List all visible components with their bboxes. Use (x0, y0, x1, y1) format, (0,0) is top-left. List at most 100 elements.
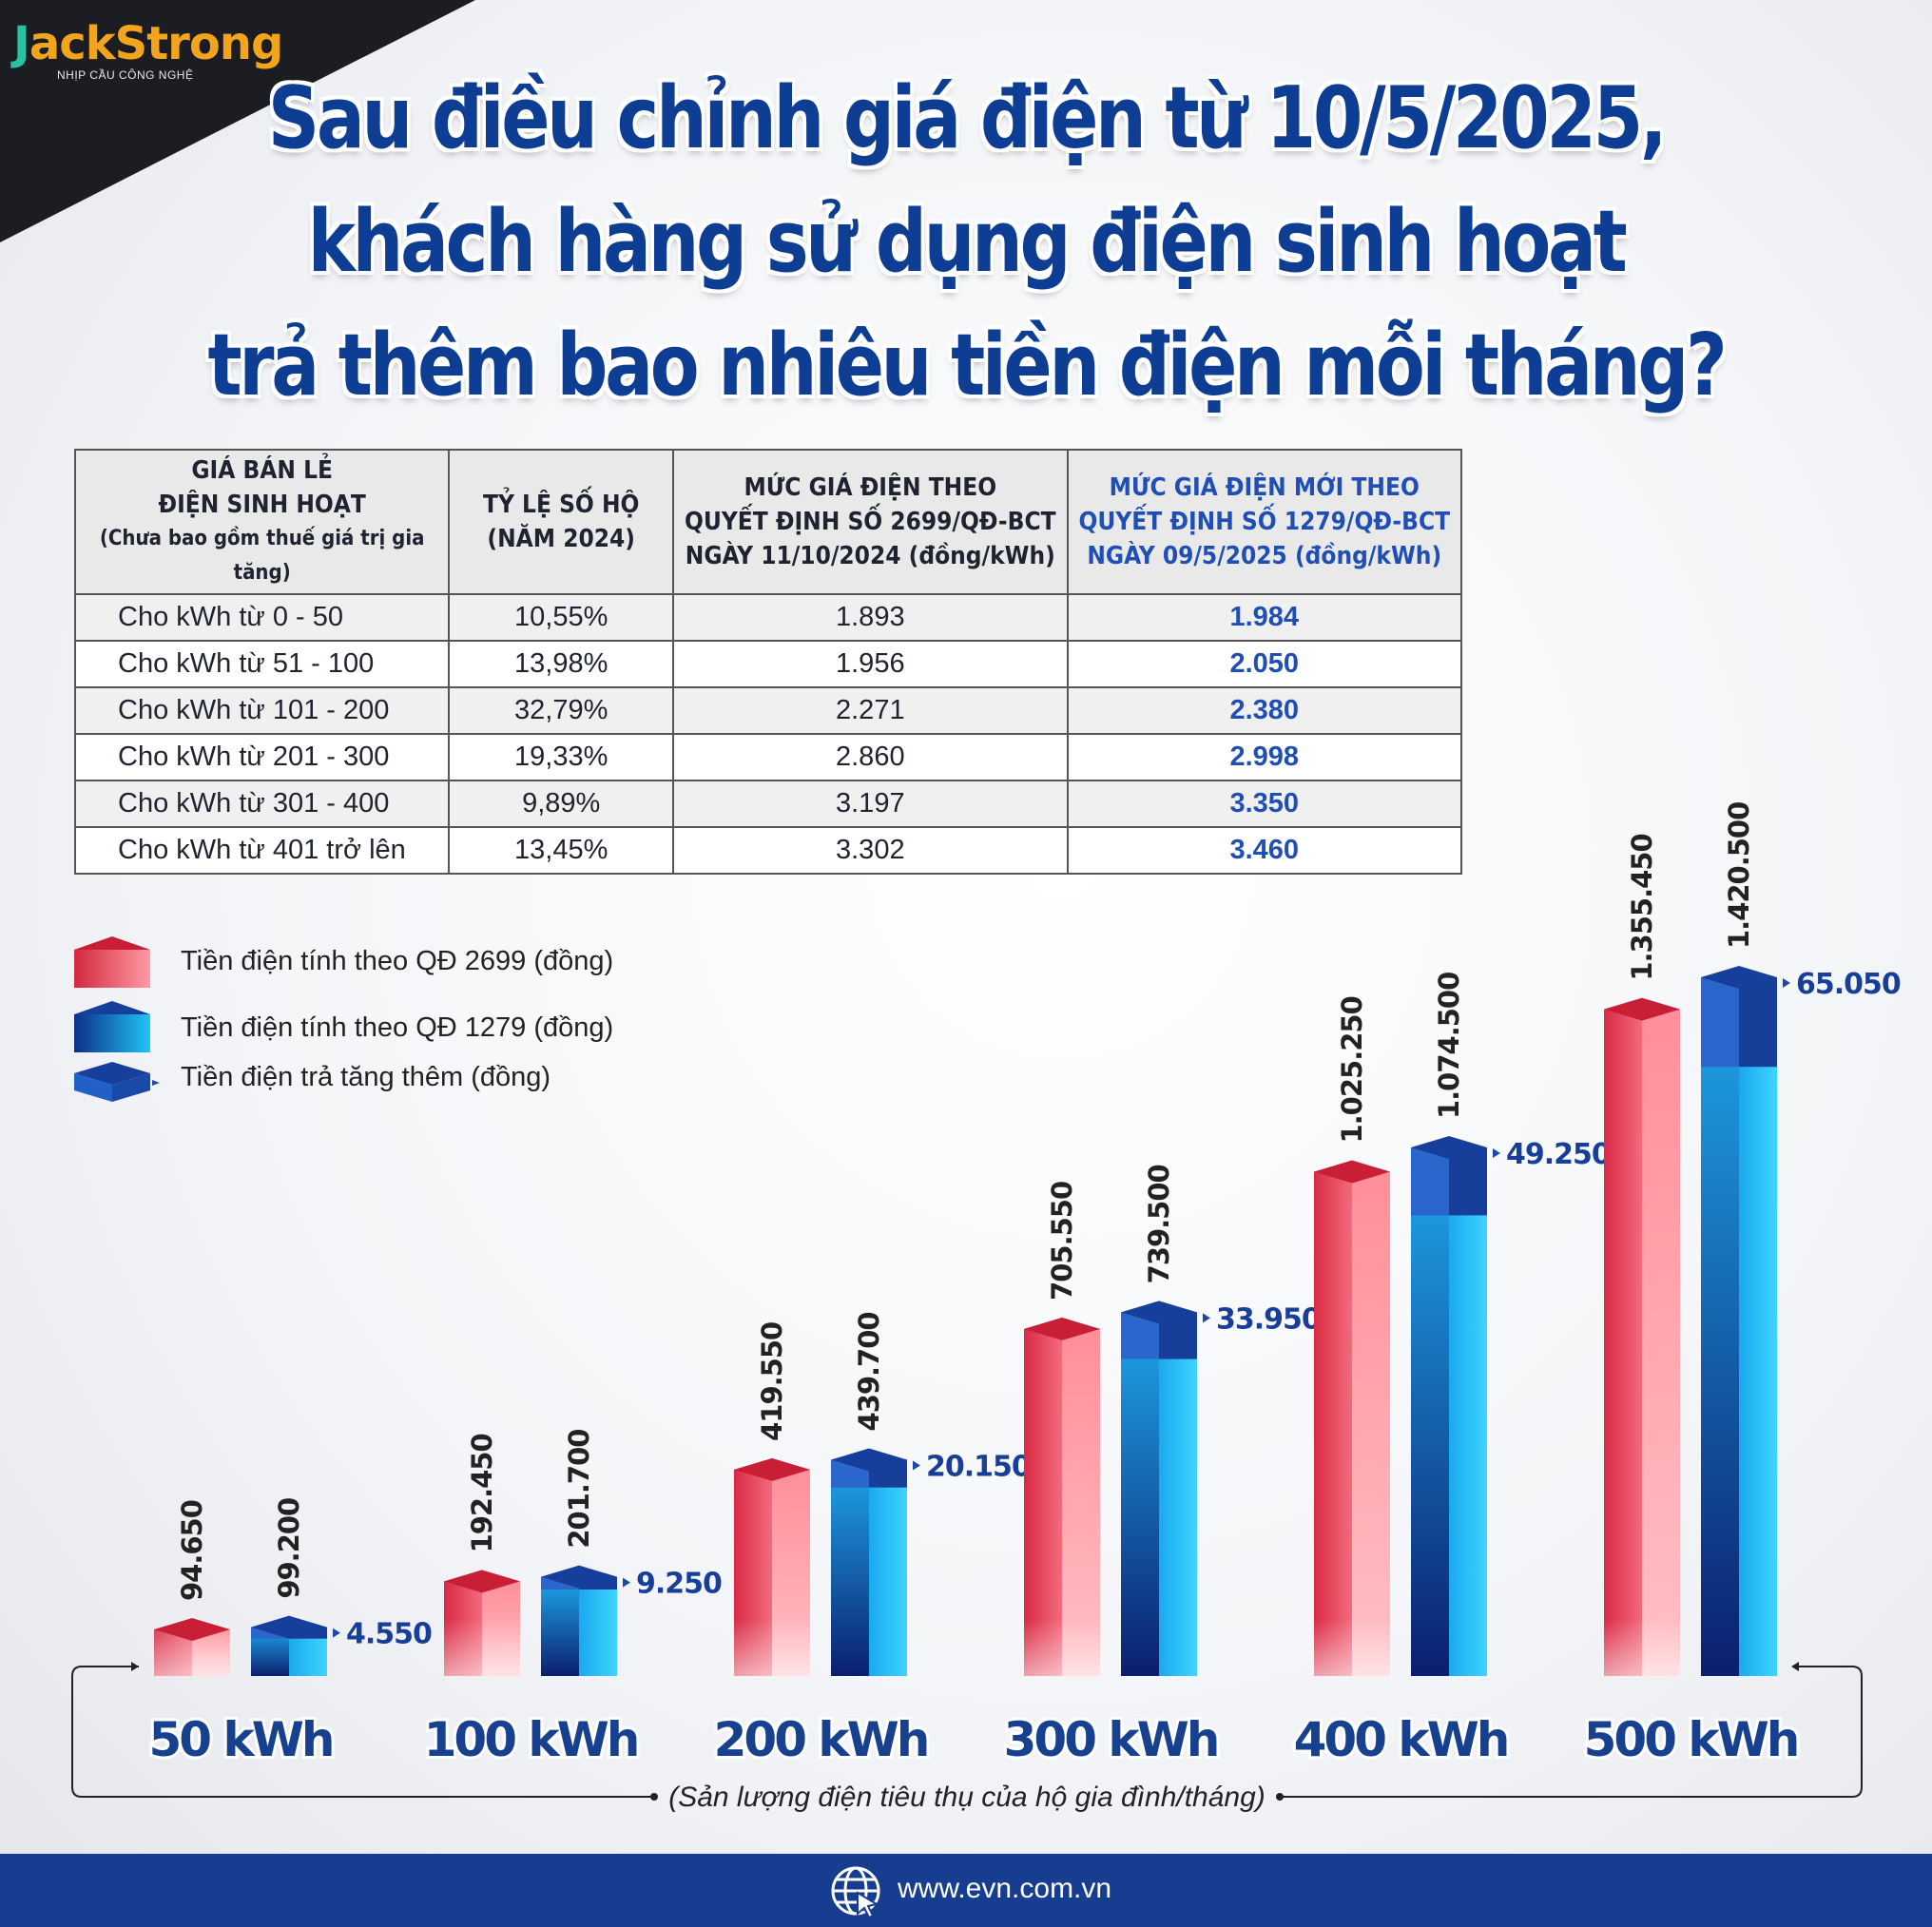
header-new-price: MỨC GIÁ ĐIỆN MỚI THEO QUYẾT ĐỊNH SỐ 1279… (1066, 449, 1463, 595)
bar-chart: 4.550 94.650 99.200 50 kWh 9.250 192.450 201.7… (71, 802, 1902, 1813)
logo-tagline: NHỊP CẦU CÔNG NGHỆ (57, 68, 194, 82)
value-label-new: 99.200 (273, 1498, 305, 1599)
bar-new (1121, 1312, 1197, 1676)
header-tier: GIÁ BÁN LẺ ĐIỆN SINH HOẠT (Chưa bao gồm … (73, 449, 451, 595)
bar-old (734, 1457, 810, 1676)
header-new-line-2: QUYẾT ĐỊNH SỐ 1279/QĐ-BCT (1078, 508, 1451, 536)
bar-new-front (1411, 1147, 1449, 1676)
value-label-new: 1.420.500 (1723, 802, 1755, 949)
table-row: Cho kWh từ 51 - 100 13,98% 1.956 2.050 (73, 640, 1463, 688)
price-table: GIÁ BÁN LẺ ĐIỆN SINH HOẠT (Chưa bao gồm … (73, 449, 1463, 875)
value-label-old: 192.450 (466, 1434, 498, 1552)
bar-old-top (1024, 1317, 1100, 1340)
legend-label-increase: Tiền điện trả tăng thêm (đồng) (181, 1062, 551, 1092)
value-label-old: 1.025.250 (1336, 996, 1368, 1143)
bar-group-500-kwh: 65.050 1.355.450 1.420.500 500 kWh (1581, 802, 1902, 1770)
cell-new-price: 2.998 (1066, 733, 1463, 781)
footer-url: www.evn.com.vn (898, 1873, 1112, 1904)
bar-increase (1121, 1301, 1197, 1359)
value-label-old: 94.650 (176, 1500, 208, 1601)
title-line-3: trả thêm bao nhiêu tiền điện mỗi tháng? (207, 316, 1727, 415)
bracket-right-dot (1276, 1793, 1284, 1801)
x-tick-label: 50 kWh (149, 1712, 333, 1767)
bar-old-fade (444, 1619, 520, 1676)
cell-old-price: 2.860 (672, 733, 1069, 781)
increase-label: 65.050 (1796, 968, 1901, 1001)
cell-new-price: 1.984 (1066, 593, 1463, 642)
increase-pointer-icon (913, 1460, 920, 1471)
legend-swatch-new (74, 1001, 150, 1052)
x-axis-label: (Sản lượng điện tiêu thụ của hộ gia đình… (668, 1782, 1265, 1813)
bracket-left-dot (650, 1793, 658, 1801)
bracket-left-arrow (131, 1662, 139, 1671)
cell-share: 19,33% (448, 733, 675, 781)
bar-new (831, 1459, 907, 1676)
bar-old-top (1314, 1160, 1390, 1184)
cell-old-price: 3.197 (672, 780, 1069, 828)
increase-label: 49.250 (1506, 1138, 1611, 1171)
bar-old (154, 1618, 230, 1676)
cell-tier: Cho kWh từ 51 - 100 (73, 640, 451, 688)
legend-swatch-increase (74, 1062, 160, 1102)
increase-pointer-icon (1493, 1148, 1500, 1159)
logo-mark: J (13, 17, 30, 70)
cell-old-price: 3.302 (672, 826, 1069, 875)
bar-increase (1701, 966, 1777, 1068)
bar-old (1604, 997, 1680, 1676)
table-row: Cho kWh từ 301 - 400 9,89% 3.197 3.350 (73, 780, 1463, 828)
bar-new-side (1739, 977, 1777, 1676)
bar-increase-top (541, 1565, 617, 1589)
x-tick-label: 200 kWh (714, 1712, 928, 1767)
bar-increase-top (1701, 966, 1777, 989)
bar-old-front (1604, 1009, 1642, 1676)
increase-label: 20.150 (926, 1450, 1031, 1483)
bar-new-side (1449, 1147, 1487, 1676)
cell-share: 10,55% (448, 593, 675, 642)
bar-old-front (1314, 1171, 1352, 1676)
cell-tier: Cho kWh từ 401 trở lên (73, 826, 451, 875)
bar-increase-side (1449, 1147, 1487, 1216)
cell-new-price: 2.380 (1066, 686, 1463, 735)
cell-new-price: 3.350 (1066, 780, 1463, 828)
bar-increase-front (1701, 977, 1739, 1068)
bar-new (1701, 977, 1777, 1676)
legend-label-old: Tiền điện tính theo QĐ 2699 (đồng) (181, 946, 614, 976)
header-tier-note: (Chưa bao gồm thuế giá trị gia tăng) (99, 527, 425, 585)
value-label-old: 705.550 (1046, 1182, 1078, 1301)
page-title: Sau điều chỉnh giá điện từ 10/5/2025, kh… (155, 57, 1778, 428)
bar-increase-top (1411, 1136, 1487, 1160)
logo-text: ackStrong (29, 17, 283, 70)
x-tick-label: 400 kWh (1294, 1712, 1508, 1767)
cell-share: 32,79% (448, 686, 675, 735)
bar-group-100-kwh: 9.250 192.450 201.700 100 kWh (421, 1430, 723, 1770)
bar-increase (541, 1565, 617, 1590)
bar-new (541, 1576, 617, 1676)
bar-old-top (444, 1570, 520, 1593)
legend-swatch-old (74, 936, 150, 988)
bar-new-side (869, 1459, 907, 1676)
globe-icon (831, 1866, 880, 1919)
cell-new-price: 2.050 (1066, 640, 1463, 688)
increase-pointer-icon (623, 1577, 630, 1588)
legend-label-new: Tiền điện tính theo QĐ 1279 (đồng) (181, 1012, 614, 1043)
bar-old-top (1604, 997, 1680, 1021)
x-tick-label: 500 kWh (1584, 1712, 1798, 1767)
bar-new-front (541, 1576, 579, 1676)
table-row: Cho kWh từ 0 - 50 10,55% 1.893 1.984 (73, 593, 1463, 642)
corner-decoration (0, 0, 475, 242)
table-row: Cho kWh từ 101 - 200 32,79% 2.271 2.380 (73, 686, 1463, 735)
bar-new-side (579, 1576, 617, 1676)
header-old-line-3: NGÀY 11/10/2024 (đồng/kWh) (685, 542, 1055, 570)
cell-old-price: 1.893 (672, 593, 1069, 642)
x-axis-bracket: (Sản lượng điện tiêu thụ của hộ gia đình… (71, 1662, 1863, 1813)
bar-old-side (1062, 1328, 1100, 1676)
header-share-line-1: TỶ LỆ SỐ HỘ (483, 491, 640, 519)
value-label-new: 1.074.500 (1433, 973, 1465, 1119)
value-label-new: 201.700 (563, 1430, 595, 1549)
bar-increase (1411, 1136, 1487, 1216)
cell-share: 13,45% (448, 826, 675, 875)
bar-group-400-kwh: 49.250 1.025.250 1.074.500 400 kWh (1291, 973, 1612, 1770)
header-new-line-3: NGÀY 09/5/2025 (đồng/kWh) (1087, 542, 1442, 570)
bar-increase-front (1411, 1147, 1449, 1216)
bar-new-side (1159, 1312, 1197, 1676)
